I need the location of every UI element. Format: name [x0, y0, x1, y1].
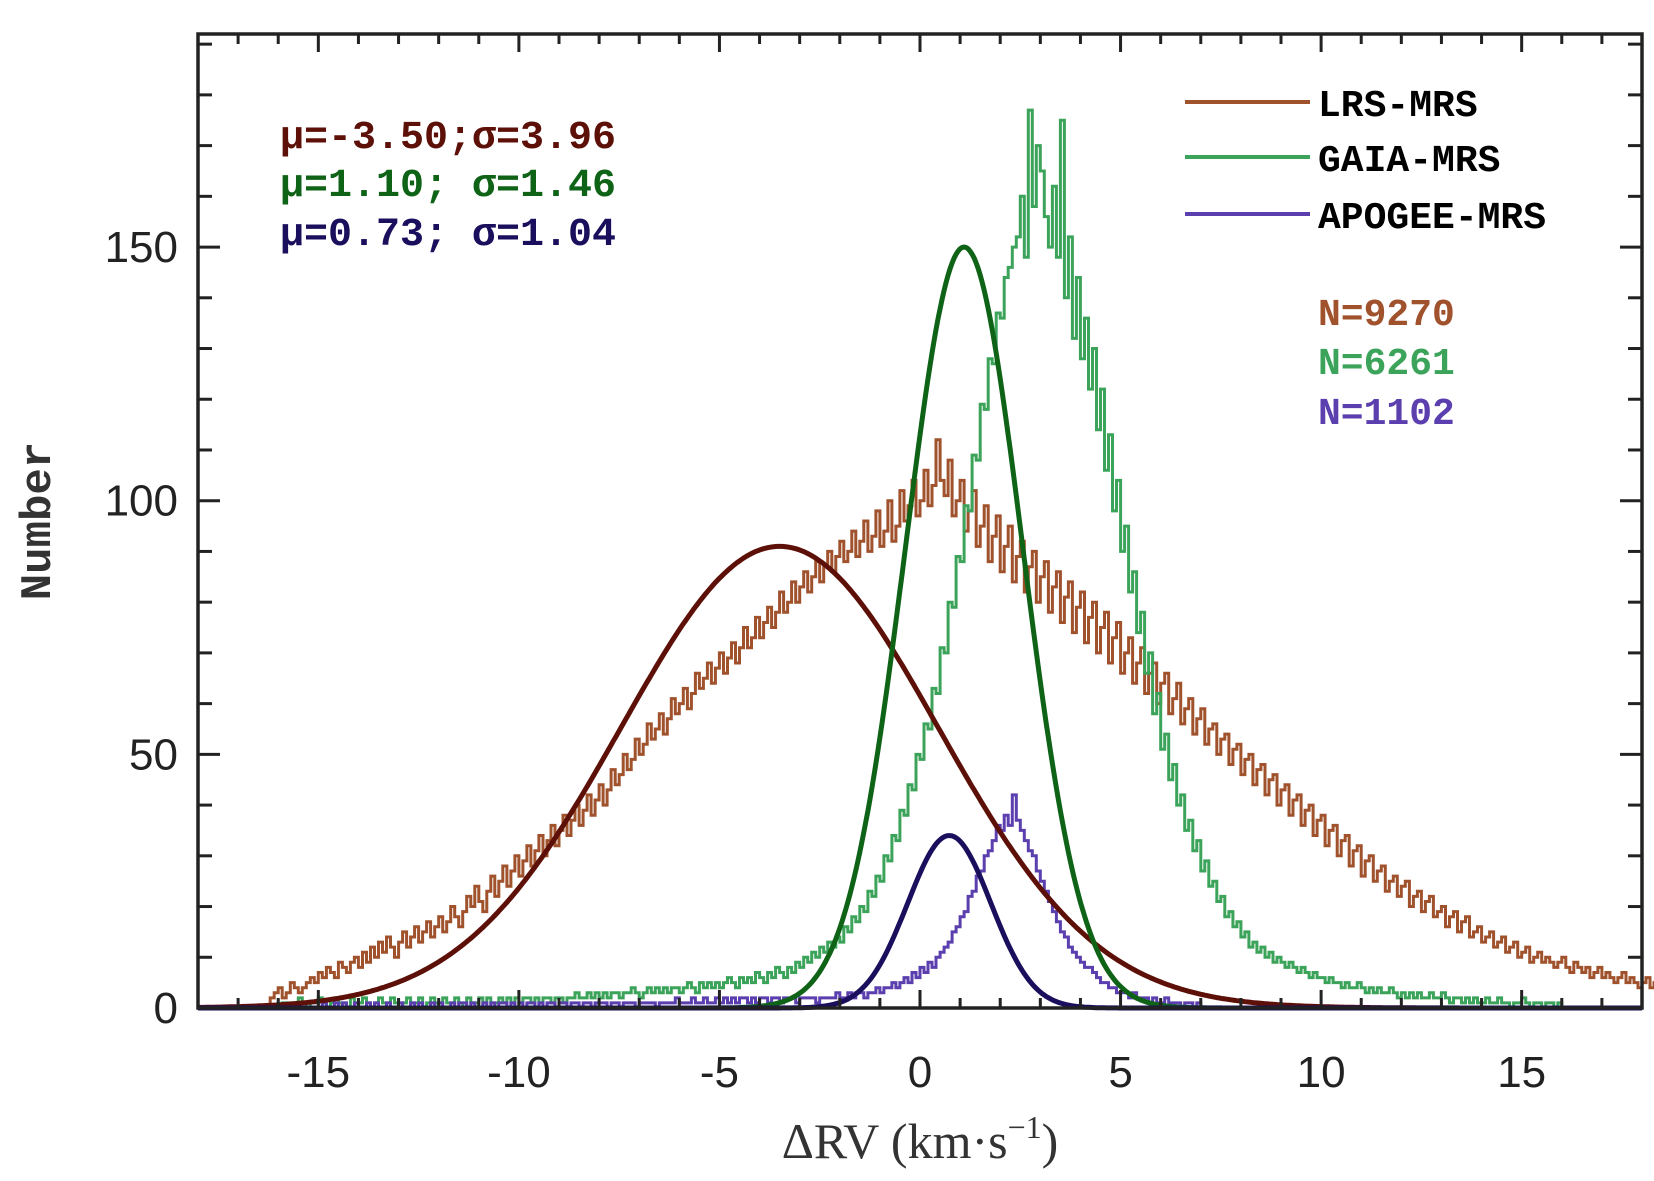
x-tick-label: 5: [1108, 1048, 1132, 1097]
count-apogee: N=1102: [1318, 393, 1455, 436]
x-tick-label: 0: [908, 1048, 932, 1097]
x-tick-labels: -15 -10 -5 0 5 10 15: [287, 1048, 1547, 1097]
legend-label-lrs: LRS-MRS: [1318, 85, 1478, 128]
histogram-gaia-mrs: [278, 108, 1564, 1010]
legend-label-apogee: APOGEE-MRS: [1318, 197, 1546, 240]
legend: LRS-MRS GAIA-MRS APOGEE-MRS: [1185, 85, 1546, 240]
stats-lrs: μ=-3.50;σ=3.96: [280, 116, 616, 161]
legend-label-gaia: GAIA-MRS: [1318, 140, 1500, 183]
y-axis-label: Number: [14, 442, 64, 600]
y-tick-labels: 0 50 100 150: [105, 223, 178, 1033]
count-gaia: N=6261: [1318, 343, 1455, 386]
x-axis-label: ΔRV (km·s−1): [782, 1109, 1059, 1169]
stats-annotations: μ=-3.50;σ=3.96 μ=1.10; σ=1.46 μ=0.73; σ=…: [280, 116, 616, 258]
y-tick-label: 0: [154, 984, 178, 1033]
y-tick-label: 50: [129, 730, 178, 779]
y-tick-label: 100: [105, 477, 178, 526]
stats-gaia: μ=1.10; σ=1.46: [280, 164, 616, 209]
histogram-lrs-mrs: [268, 438, 1654, 1008]
y-tick-label: 150: [105, 223, 178, 272]
sample-counts: N=9270 N=6261 N=1102: [1318, 294, 1455, 436]
x-tick-label: 15: [1497, 1048, 1546, 1097]
x-tick-label: -15: [287, 1048, 351, 1097]
x-tick-label: -10: [487, 1048, 551, 1097]
axis-ticks: [196, 34, 1644, 1010]
x-tick-label: -5: [700, 1048, 739, 1097]
x-tick-label: 10: [1297, 1048, 1346, 1097]
stats-apogee: μ=0.73; σ=1.04: [280, 213, 616, 258]
count-lrs: N=9270: [1318, 294, 1455, 337]
